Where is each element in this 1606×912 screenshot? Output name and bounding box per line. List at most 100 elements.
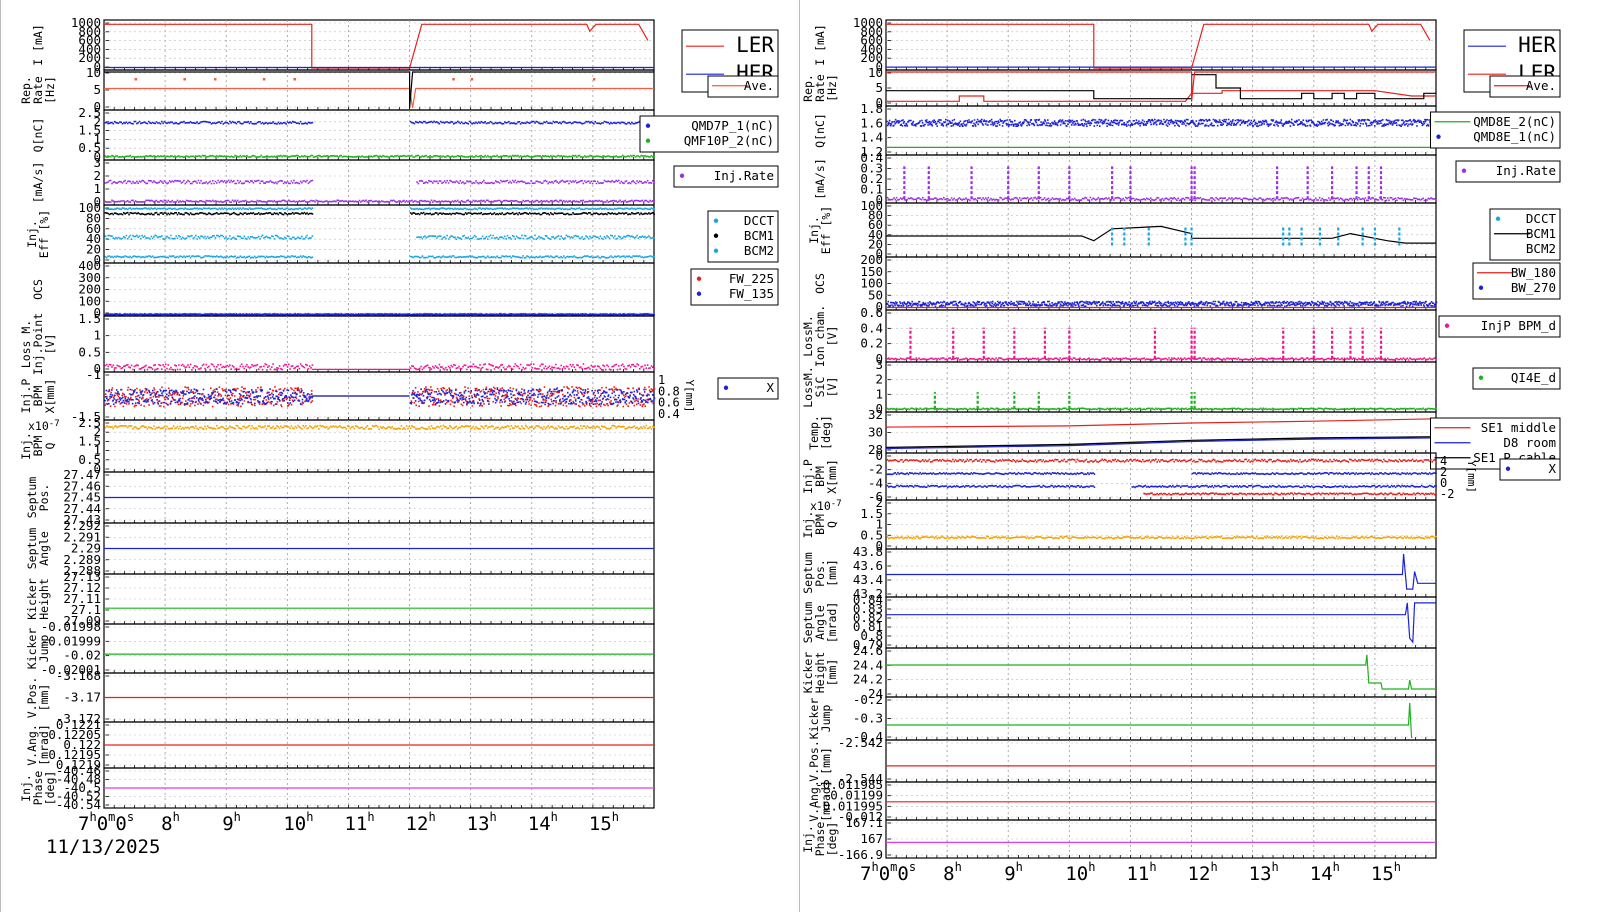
y-tick-label: -1 xyxy=(86,367,101,382)
series-points xyxy=(104,199,655,203)
y-axis-label: Eff [%] xyxy=(819,206,833,254)
y-tick-label: -0.2 xyxy=(853,692,883,707)
y-tick-label: 80 xyxy=(86,210,101,225)
series-points xyxy=(1143,492,1437,496)
panel-frame xyxy=(885,309,1437,363)
legend-label: FW_135 xyxy=(729,286,774,301)
y-tick-label: -0.01998 xyxy=(41,619,101,634)
y-tick-label: 100 xyxy=(78,293,101,308)
y-axis-label: SiC xyxy=(813,377,827,398)
series-line xyxy=(886,71,1436,102)
x-tick-label: 12h xyxy=(1188,860,1218,885)
series-points xyxy=(886,300,1438,308)
x-tick-label: 7h0m0s xyxy=(78,810,134,835)
y-axis-label: I [mA] xyxy=(31,24,45,66)
y-tick-label: 1000 xyxy=(71,15,101,30)
y-tick-label: -4 xyxy=(868,475,883,490)
series-point xyxy=(262,78,266,81)
y-tick-label: 0.3 xyxy=(860,161,883,176)
y-axis-label: Q[nC] xyxy=(31,118,45,153)
y-tick-label: 1.5 xyxy=(860,506,883,521)
y-tick-label: 167.1 xyxy=(845,815,883,830)
y-tick-label: 200 xyxy=(860,252,883,267)
series-points xyxy=(104,313,655,316)
y-tick-label: 27.45 xyxy=(63,490,101,505)
x-tick-unit: h xyxy=(1016,860,1023,874)
y-tick-label: 0 xyxy=(93,461,101,476)
series-points xyxy=(104,207,655,211)
y-tick-label: 27.46 xyxy=(63,478,101,493)
x-tick-unit: m xyxy=(890,860,897,874)
y-tick-label: 0 xyxy=(875,95,883,110)
y-tick-label: 0.122 xyxy=(63,737,101,752)
x-tick-seconds: 0 xyxy=(115,813,126,835)
y-tick-label: 0.84 xyxy=(853,592,883,607)
legend-label: Ave. xyxy=(744,78,774,93)
y2-tick-label: 4 xyxy=(1440,454,1447,468)
y-axis-label: Jump xyxy=(37,635,51,663)
y-tick-label: 50 xyxy=(868,287,883,302)
x-tick-label: 11h xyxy=(344,810,374,835)
y-tick-label: 1 xyxy=(93,131,101,146)
y-tick-label: 27.1 xyxy=(71,602,101,617)
y-tick-label: 0.12205 xyxy=(48,727,101,742)
series-points xyxy=(104,388,656,406)
y-tick-label: -3.17 xyxy=(63,690,101,705)
y-tick-label: 5 xyxy=(93,82,101,97)
y-axis-label: Kicker xyxy=(801,652,815,694)
y-tick-label: 0 xyxy=(875,448,883,463)
y-tick-label: 24.6 xyxy=(853,643,883,658)
panel-frame xyxy=(885,202,1437,258)
series-line xyxy=(886,74,1436,100)
y-tick-label: -166.9 xyxy=(838,847,883,862)
y-axis-label: [deg] xyxy=(819,415,833,450)
y-axis-label: BPM xyxy=(813,514,827,535)
y-axis-label: [V] xyxy=(825,326,839,347)
legend-swatch xyxy=(645,123,651,128)
panel-frame xyxy=(103,623,655,674)
y-tick-label: 0.4 xyxy=(860,320,883,335)
y-axis-label: Rate xyxy=(31,76,45,104)
legend-box xyxy=(1489,75,1561,98)
x-tick-label: 9h xyxy=(222,810,241,835)
legend-swatch xyxy=(1505,466,1511,471)
x-tick-unit: h xyxy=(551,810,558,824)
y-axis-label: Ion cham. xyxy=(813,305,827,367)
y-axis-label: [deg] xyxy=(43,771,57,806)
y-tick-label: -2.544 xyxy=(838,771,883,786)
y-axis-label: [V] xyxy=(43,334,57,355)
y2-tick-label: 2 xyxy=(1440,465,1447,479)
legend-label: FW_225 xyxy=(729,271,774,286)
y-axis-label: Angle xyxy=(37,531,51,566)
y-tick-label: 400 xyxy=(860,41,883,56)
series-point xyxy=(134,78,138,81)
series-point xyxy=(592,78,596,81)
x-tick-unit: m xyxy=(108,810,115,824)
y-tick-label: 2.29 xyxy=(71,541,101,556)
legend-swatch xyxy=(1495,216,1501,221)
x-tick-label: 8h xyxy=(943,860,962,885)
y-tick-label: 0.82 xyxy=(853,610,883,625)
y-tick-label: 0 xyxy=(875,299,883,314)
y-tick-label: 60 xyxy=(86,221,101,236)
y-tick-label: 2.288 xyxy=(63,563,101,578)
y-axis-label: Loss M. xyxy=(19,320,33,368)
y-axis-label: Inj. xyxy=(801,511,815,539)
series-line xyxy=(885,437,1437,450)
y-axis-label: Pos. xyxy=(813,559,827,587)
x-tick-unit: s xyxy=(909,860,916,874)
y-axis-label: Height xyxy=(37,578,51,620)
panel-ler-1: 10 5 0 Rep.Rate[Hz] Ave. xyxy=(19,65,779,114)
y-tick-label: 0 xyxy=(875,192,883,207)
legend-box xyxy=(1472,367,1561,390)
legend-swatch xyxy=(1478,285,1484,290)
series-line xyxy=(885,418,1437,428)
y-tick-label: 27.44 xyxy=(63,501,101,516)
